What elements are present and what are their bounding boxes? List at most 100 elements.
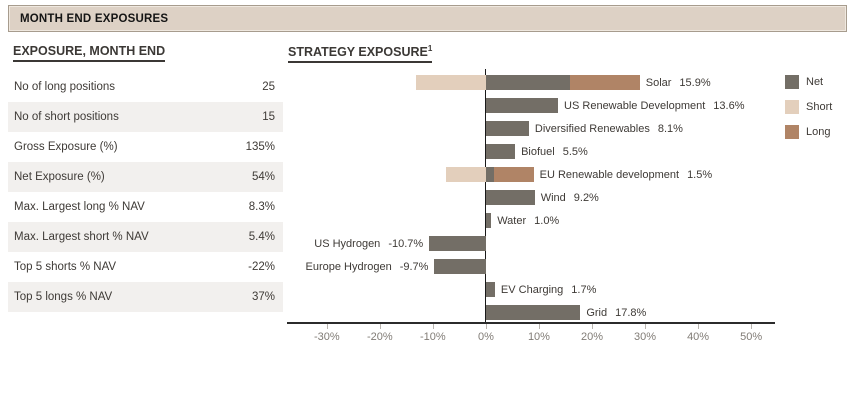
metric-value: 54% [251, 171, 275, 183]
bar-value: 8.1% [657, 122, 683, 135]
bar-label: EU Renewable development 1.5% [540, 169, 713, 181]
x-tick-mark [592, 324, 593, 329]
x-tick-mark [751, 324, 753, 329]
x-tick-mark [379, 324, 381, 329]
bar-label: Water 1.0% [497, 215, 559, 227]
legend-item-short[interactable]: Short [785, 100, 832, 114]
legend-item-net[interactable]: Net [785, 75, 832, 89]
x-tick-mark [326, 324, 328, 329]
strategy-chart-title: STRATEGY EXPOSURE1 [288, 44, 433, 64]
long-bar[interactable] [493, 166, 534, 182]
legend-label: Short [806, 101, 833, 113]
metric-value: -22% [248, 261, 275, 273]
metric-value: 8.3% [248, 201, 275, 213]
net-bar[interactable] [485, 189, 535, 205]
short-bar[interactable] [416, 74, 486, 90]
bar-category-name: Water [497, 214, 527, 227]
x-tick-label: 20% [580, 331, 604, 343]
table-row: Max. Largest short % NAV 5.4% [8, 222, 283, 252]
bar-value: 5.5% [562, 145, 588, 158]
metric-label: Net Exposure (%) [14, 171, 105, 183]
metric-value: 5.4% [248, 231, 275, 243]
bar-category-name: Biofuel [521, 145, 555, 158]
strategy-chart-title-text: STRATEGY EXPOSURE [288, 45, 428, 60]
x-tick-label: 0% [477, 331, 494, 343]
bar-label: Wind 9.2% [541, 192, 599, 204]
x-tick-label: 40% [687, 331, 710, 343]
table-row: No of long positions 25 [8, 72, 283, 102]
section-header-bar: MONTH END EXPOSURES [8, 5, 847, 32]
bar-value: 15.9% [679, 76, 711, 89]
table-row: Top 5 longs % NAV 37% [8, 282, 283, 312]
table-row: No of short positions 15 [8, 102, 283, 132]
bar-category-name: Diversified Renewables [534, 122, 650, 135]
x-tick-mark [485, 324, 487, 329]
bar-label: Diversified Renewables 8.1% [535, 123, 683, 135]
x-tick-mark [698, 324, 700, 329]
x-tick-mark [645, 324, 647, 329]
bar-label: Europe Hydrogen -9.7% [305, 261, 428, 273]
net-bar[interactable] [485, 212, 492, 228]
bar-category-name: US Renewable Development [564, 99, 706, 112]
bar-value: -10.7% [388, 237, 424, 250]
table-row: Net Exposure (%) 54% [8, 162, 283, 192]
bar-category-name: Solar [645, 76, 672, 89]
bar-label: US Hydrogen -10.7% [314, 238, 423, 250]
exposure-table-title: EXPOSURE, MONTH END [13, 44, 166, 62]
metric-value: 135% [245, 141, 275, 153]
net-bar[interactable] [485, 143, 516, 159]
bar-category-name: EU Renewable development [539, 168, 680, 181]
bar-category-name: Grid [586, 306, 608, 319]
x-tick-label: -30% [313, 331, 340, 343]
metric-label: Max. Largest short % NAV [14, 231, 149, 243]
legend-label: Long [806, 126, 831, 138]
x-tick-label: -20% [366, 331, 393, 343]
bar-label: Solar 15.9% [646, 77, 711, 89]
legend-label: Net [806, 76, 824, 88]
net-bar[interactable] [485, 97, 559, 113]
net-bar[interactable] [485, 304, 581, 320]
bar-category-name: US Hydrogen [314, 237, 381, 250]
legend-swatch-short [785, 100, 799, 114]
x-tick-label: 50% [740, 331, 763, 343]
net-bar[interactable] [485, 281, 495, 297]
exposure-metrics-table: No of long positions 25 No of short positi… [8, 72, 283, 312]
legend-swatch-net [785, 75, 799, 89]
x-tick-label: -10% [420, 331, 446, 343]
net-bar[interactable] [485, 166, 494, 182]
net-bar[interactable] [429, 235, 486, 251]
short-bar[interactable] [446, 166, 486, 182]
bar-value: 17.8% [615, 306, 647, 319]
x-tick-label: 30% [634, 331, 657, 343]
table-row: Gross Exposure (%) 135% [8, 132, 283, 162]
bar-category-name: EV Charging [500, 283, 564, 296]
bar-value: 13.6% [713, 99, 745, 112]
chart-legend: Net Short Long [785, 75, 832, 150]
bar-label: Biofuel 5.5% [521, 146, 588, 158]
x-tick-mark [432, 324, 434, 329]
net-bar[interactable] [434, 258, 486, 274]
metric-label: Max. Largest long % NAV [14, 201, 145, 213]
metric-label: Top 5 shorts % NAV [14, 261, 117, 273]
net-bar[interactable] [485, 120, 529, 136]
bar-value: 1.5% [687, 168, 713, 181]
x-tick-label: 10% [527, 331, 550, 343]
bar-value: 1.7% [571, 283, 597, 296]
legend-item-long[interactable]: Long [785, 125, 832, 139]
metric-value: 25 [262, 81, 275, 93]
footnote-marker: 1 [427, 44, 433, 53]
metric-value: 15 [262, 111, 275, 123]
bar-label: EV Charging 1.7% [501, 284, 596, 296]
section-header-title: MONTH END EXPOSURES [20, 12, 169, 25]
metric-label: Top 5 longs % NAV [14, 291, 113, 303]
metric-label: Gross Exposure (%) [14, 141, 118, 153]
net-bar[interactable] [485, 74, 571, 90]
bar-value: 9.2% [573, 191, 599, 204]
x-axis-line [287, 322, 775, 324]
bar-label: Grid 17.8% [586, 307, 646, 319]
long-bar[interactable] [570, 74, 640, 90]
table-row: Top 5 shorts % NAV -22% [8, 252, 283, 282]
bar-value: 1.0% [534, 214, 560, 227]
bar-category-name: Wind [540, 191, 566, 204]
